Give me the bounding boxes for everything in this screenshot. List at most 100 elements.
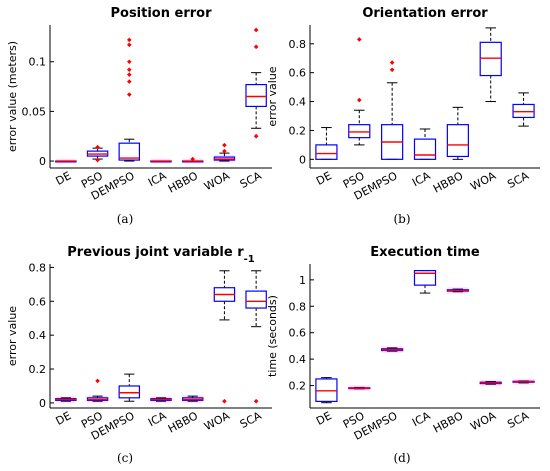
y-tick-label: 0.2 xyxy=(289,124,307,137)
y-tick-label: 1 xyxy=(299,274,306,287)
x-tick-label: SCA xyxy=(505,169,531,191)
chart-title: Previous joint variable r-1 xyxy=(67,245,255,265)
outlier-point xyxy=(389,67,395,73)
x-tick-label: WOA xyxy=(202,409,232,433)
box-iqr xyxy=(413,138,437,160)
chart-3: Previous joint variable r-1 error value 0 0… xyxy=(6,245,272,443)
x-tick-label: HBBO xyxy=(431,409,466,436)
outlier-point xyxy=(126,67,132,72)
x-tick-label: ICA xyxy=(146,169,169,189)
outlier-point xyxy=(356,97,362,103)
y-tick-label: 0 xyxy=(299,153,306,166)
chart-title: Orientation error xyxy=(362,6,488,21)
outlier-point xyxy=(222,398,227,404)
outlier-point xyxy=(253,27,259,33)
outlier-point xyxy=(222,148,227,154)
x-tick-label: DE xyxy=(314,169,334,188)
outlier-point xyxy=(95,157,100,163)
x-tick-label: WOA xyxy=(202,169,232,193)
box-iqr xyxy=(118,142,141,161)
box-dempso xyxy=(381,346,404,354)
box-pso xyxy=(348,385,371,391)
box-ica xyxy=(150,158,172,164)
box-iqr xyxy=(446,124,469,158)
box-woa xyxy=(213,270,236,404)
box-pso xyxy=(86,144,109,163)
box-sca xyxy=(512,92,535,127)
box-sca xyxy=(245,27,267,139)
box-iqr xyxy=(245,290,267,309)
x-tick-label: DE xyxy=(54,169,74,188)
outlier-point xyxy=(222,142,227,148)
box-pso xyxy=(348,37,371,146)
box-pso xyxy=(86,378,109,403)
outlier-point xyxy=(126,72,132,77)
y-tick-label: 0.1 xyxy=(29,56,47,69)
caption-d: (d) xyxy=(393,451,411,465)
y-axis-label: error value xyxy=(266,66,279,126)
chart-2: Orientation error error value 0 0.2 0.4 0.6 0.… xyxy=(266,6,540,203)
outlier-point xyxy=(389,60,395,65)
x-tick-label: WOA xyxy=(468,409,498,433)
y-tick-label: 0.4 xyxy=(289,353,307,366)
y-tick-label: 0.2 xyxy=(289,380,307,393)
x-tick-label: ICA xyxy=(410,169,433,189)
outlier-point xyxy=(95,378,100,384)
box-iqr xyxy=(512,103,535,119)
chart-title-subscript: -1 xyxy=(244,254,255,265)
y-tick-label: 0.2 xyxy=(29,363,47,376)
x-tick-label: DE xyxy=(54,409,74,428)
x-tick-label: HBBO xyxy=(166,169,201,196)
box-de xyxy=(315,127,338,160)
x-tick-label: SCA xyxy=(238,409,264,431)
box-hbbo xyxy=(181,395,204,403)
x-tick-label: ICA xyxy=(410,409,433,429)
y-axis-label: error value (meters) xyxy=(6,41,19,152)
chart-1: Position error error value (meters) 0 0.05 0… xyxy=(6,6,272,203)
box-woa xyxy=(213,142,236,163)
box-hbbo xyxy=(181,156,204,164)
outlier-point xyxy=(253,44,259,50)
x-tick-label: HBBO xyxy=(431,169,466,196)
box-iqr xyxy=(479,41,502,77)
y-tick-label: 0.6 xyxy=(289,327,307,340)
box-de xyxy=(55,396,77,403)
box-ica xyxy=(150,396,172,403)
caption-c: (c) xyxy=(116,451,134,465)
box-ica xyxy=(413,128,437,160)
box-woa xyxy=(479,27,502,103)
y-tick-label: 0.05 xyxy=(22,105,47,118)
y-tick-label: 0.8 xyxy=(289,38,307,51)
y-tick-label: 0.6 xyxy=(29,295,47,308)
x-tick-label: SCA xyxy=(238,169,264,191)
x-tick-label: DE xyxy=(314,409,334,428)
caption-a: (a) xyxy=(116,212,134,226)
outlier-point xyxy=(126,59,132,65)
y-tick-label: 0.8 xyxy=(29,261,47,274)
y-axis-label: time (seconds) xyxy=(266,295,279,377)
outlier-point xyxy=(95,144,100,150)
y-tick-label: 0 xyxy=(39,397,46,410)
outlier-point xyxy=(253,398,259,404)
outlier-point xyxy=(126,37,132,43)
x-tick-label: HBBO xyxy=(166,409,201,436)
box-sca xyxy=(245,270,267,404)
outlier-point xyxy=(356,37,362,42)
box-de xyxy=(55,158,77,164)
outlier-point xyxy=(190,156,196,162)
outlier-point xyxy=(126,42,132,48)
chart-title: Position error xyxy=(110,6,212,21)
outlier-point xyxy=(253,133,259,139)
x-tick-label: SCA xyxy=(505,409,531,431)
box-iqr xyxy=(245,83,267,108)
y-tick-label: 0.4 xyxy=(289,96,307,109)
y-tick-label: 0.4 xyxy=(29,329,47,342)
box-woa xyxy=(479,379,502,387)
box-dempso xyxy=(118,373,141,402)
x-tick-label: ICA xyxy=(146,409,169,429)
y-tick-label: 0.6 xyxy=(289,67,307,80)
y-tick-label: 0 xyxy=(39,155,46,168)
y-axis-label: error value xyxy=(6,306,19,366)
box-hbbo xyxy=(446,106,469,160)
